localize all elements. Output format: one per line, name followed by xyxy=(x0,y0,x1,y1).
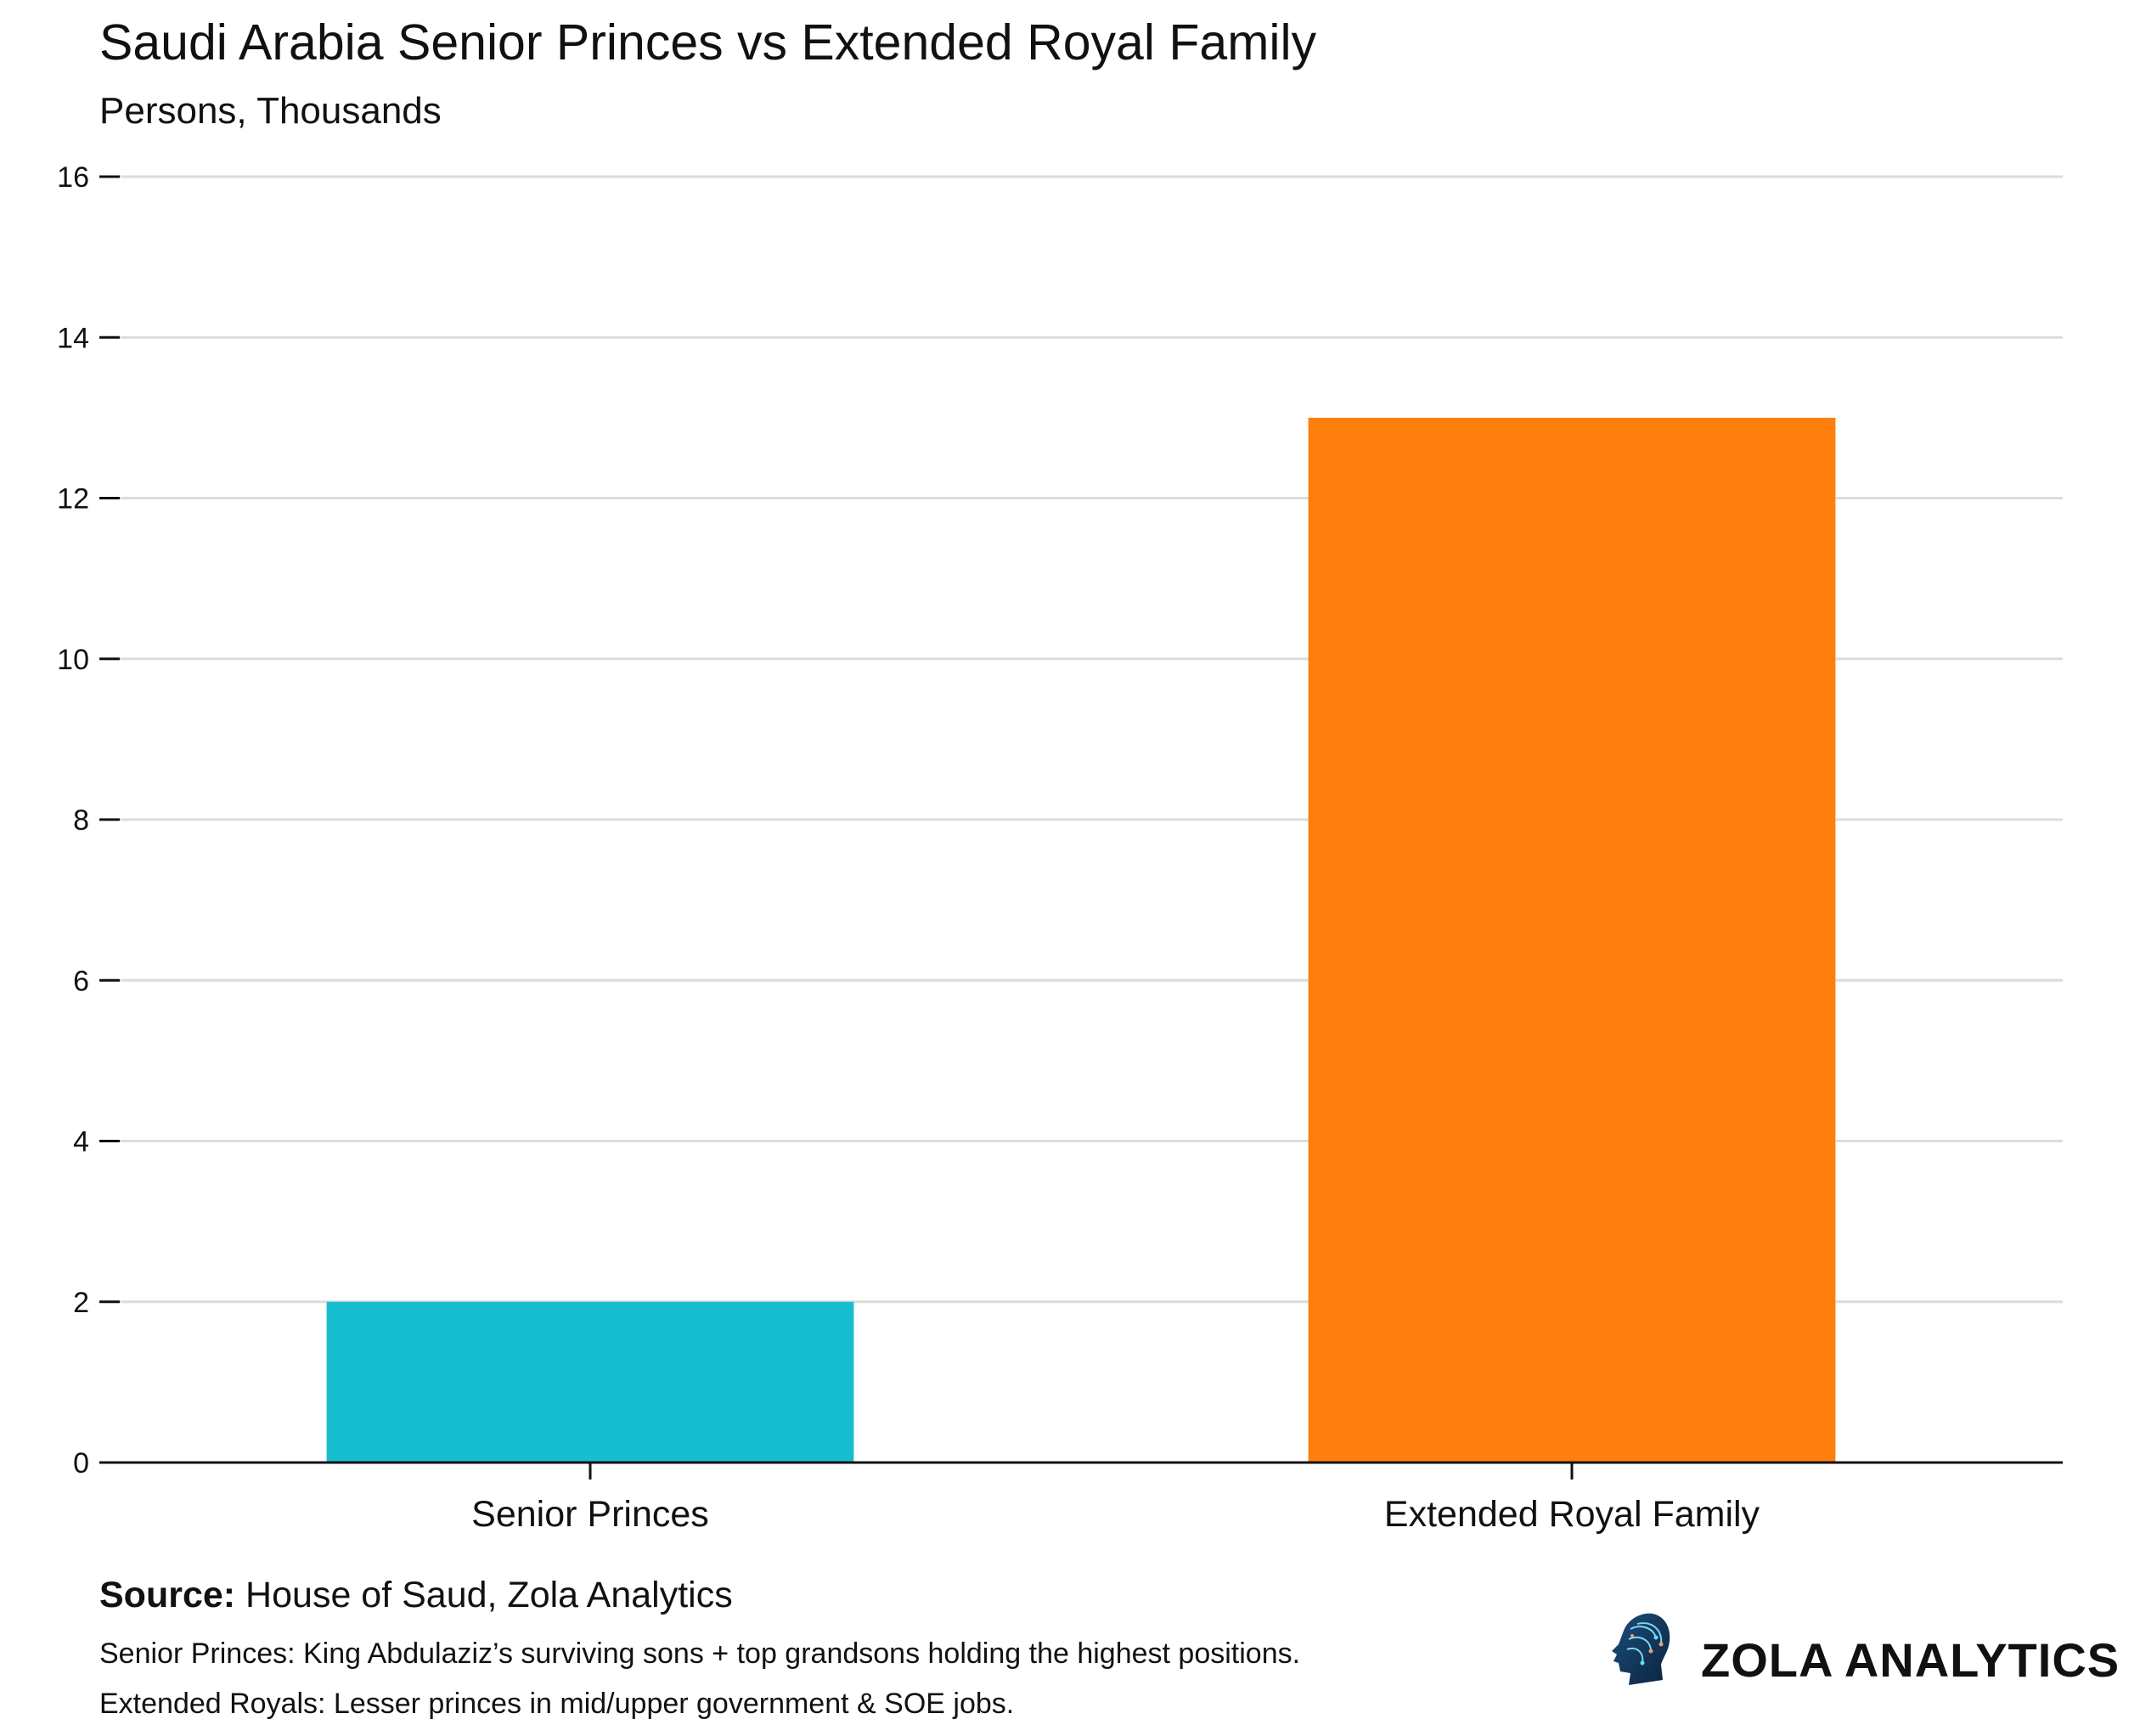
source-text: House of Saud, Zola Analytics xyxy=(235,1575,733,1615)
y-tick-label: 16 xyxy=(57,161,89,194)
footnote-extended: Extended Royals: Lesser princes in mid/u… xyxy=(99,1688,1014,1720)
chart-subtitle: Persons, Thousands xyxy=(99,90,442,132)
bar-1 xyxy=(1308,417,1836,1463)
footnote-senior: Senior Princes: King Abdulaziz’s survivi… xyxy=(99,1637,1300,1670)
x-tick-label: Senior Princes xyxy=(471,1494,709,1535)
y-tick-label: 12 xyxy=(57,483,89,516)
bars xyxy=(326,417,1836,1463)
circuit-head-icon xyxy=(1612,1613,1670,1685)
bar-0 xyxy=(326,1301,854,1463)
y-tick-label: 8 xyxy=(73,804,89,837)
y-tick-label: 2 xyxy=(73,1287,89,1319)
y-axis: 0 2 4 6 8 10 12 14 16 xyxy=(57,161,120,1480)
logo-text: ZOLA ANALYTICS xyxy=(1701,1633,2120,1687)
x-axis: Senior Princes Extended Royal Family xyxy=(471,1463,1760,1535)
y-tick-label: 0 xyxy=(73,1447,89,1480)
chart-title: Saudi Arabia Senior Princes vs Extended … xyxy=(99,14,1317,70)
y-tick-label: 10 xyxy=(57,644,89,676)
y-tick-label: 6 xyxy=(73,965,89,997)
gridlines xyxy=(99,175,2063,1304)
source-label: Source: xyxy=(99,1575,235,1615)
x-tick-label: Extended Royal Family xyxy=(1384,1494,1760,1535)
source-line: Source: House of Saud, Zola Analytics xyxy=(99,1575,733,1615)
y-tick-label: 4 xyxy=(73,1126,89,1158)
y-tick-label: 14 xyxy=(57,322,89,354)
